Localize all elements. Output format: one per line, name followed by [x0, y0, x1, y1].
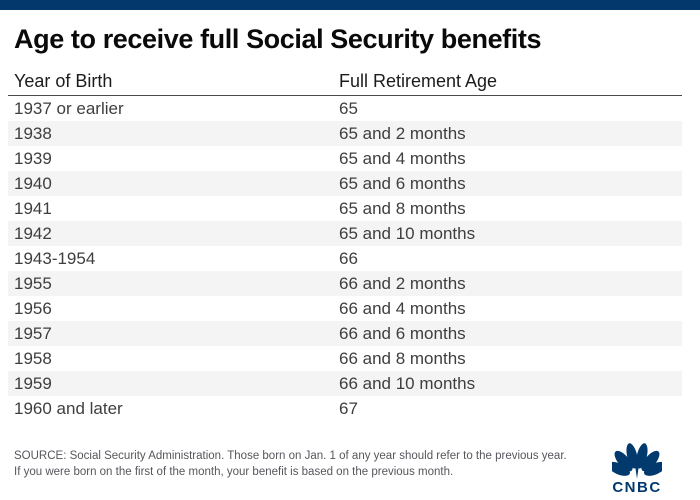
source-line-1: SOURCE: Social Security Administration. … — [14, 450, 567, 462]
table-row: 1958 66 and 8 months — [8, 346, 682, 371]
cnbc-logo: CNBC — [606, 443, 668, 496]
cnbc-logo-text: CNBC — [612, 479, 662, 496]
cell-full-retirement-age: 66 and 2 months — [339, 273, 466, 293]
cell-year-of-birth: 1938 — [14, 123, 52, 143]
cell-year-of-birth: 1960 and later — [14, 398, 123, 418]
cell-full-retirement-age: 66 and 8 months — [339, 348, 466, 368]
cell-full-retirement-age: 66 — [339, 248, 358, 268]
table-row: 1959 66 and 10 months — [8, 371, 682, 396]
top-accent-bar — [0, 0, 700, 10]
column-header-full-retirement-age: Full Retirement Age — [339, 71, 498, 91]
table-row: 1939 65 and 4 months — [8, 146, 682, 171]
table-row: 1938 65 and 2 months — [8, 121, 682, 146]
table-row: 1960 and later 67 — [8, 396, 682, 421]
peacock-icon — [612, 443, 662, 479]
source-line-2: If you were born on the first of the mon… — [14, 466, 454, 478]
cell-full-retirement-age: 65 and 8 months — [339, 198, 466, 218]
table-row: 1941 65 and 8 months — [8, 196, 682, 221]
cell-year-of-birth: 1939 — [14, 148, 52, 168]
table-row: 1937 or earlier 65 — [8, 96, 682, 121]
cell-year-of-birth: 1941 — [14, 198, 52, 218]
cell-full-retirement-age: 65 and 6 months — [339, 173, 466, 193]
retirement-age-table: Year of Birth Full Retirement Age 1937 o… — [8, 71, 682, 421]
cell-full-retirement-age: 65 and 10 months — [339, 223, 476, 243]
cell-year-of-birth: 1959 — [14, 373, 52, 393]
column-header-year-of-birth: Year of Birth — [14, 71, 113, 91]
cell-full-retirement-age: 65 and 2 months — [339, 123, 466, 143]
table-row: 1956 66 and 4 months — [8, 296, 682, 321]
cell-year-of-birth: 1957 — [14, 323, 52, 343]
source-note: SOURCE: Social Security Administration. … — [14, 443, 567, 496]
footer: SOURCE: Social Security Administration. … — [14, 443, 686, 496]
cell-year-of-birth: 1937 or earlier — [14, 98, 124, 118]
table-row: 1940 65 and 6 months — [8, 171, 682, 196]
cell-year-of-birth: 1958 — [14, 348, 52, 368]
table-body: 1937 or earlier 65 1938 65 and 2 months 1939… — [8, 96, 682, 421]
cell-year-of-birth: 1943-1954 — [14, 248, 96, 268]
table-row: 1955 66 and 2 months — [8, 271, 682, 296]
table-row: 1943-1954 66 — [8, 246, 682, 271]
cell-year-of-birth: 1955 — [14, 273, 52, 293]
table-row: 1957 66 and 6 months — [8, 321, 682, 346]
cell-full-retirement-age: 65 and 4 months — [339, 148, 466, 168]
cell-full-retirement-age: 65 — [339, 98, 358, 118]
cell-year-of-birth: 1942 — [14, 223, 52, 243]
cell-year-of-birth: 1940 — [14, 173, 52, 193]
cell-year-of-birth: 1956 — [14, 298, 52, 318]
table-header-row: Year of Birth Full Retirement Age — [8, 71, 682, 96]
cell-full-retirement-age: 66 and 6 months — [339, 323, 466, 343]
cell-full-retirement-age: 67 — [339, 398, 358, 418]
cell-full-retirement-age: 66 and 4 months — [339, 298, 466, 318]
page-title: Age to receive full Social Security bene… — [14, 24, 542, 54]
table-row: 1942 65 and 10 months — [8, 221, 682, 246]
cell-full-retirement-age: 66 and 10 months — [339, 373, 476, 393]
